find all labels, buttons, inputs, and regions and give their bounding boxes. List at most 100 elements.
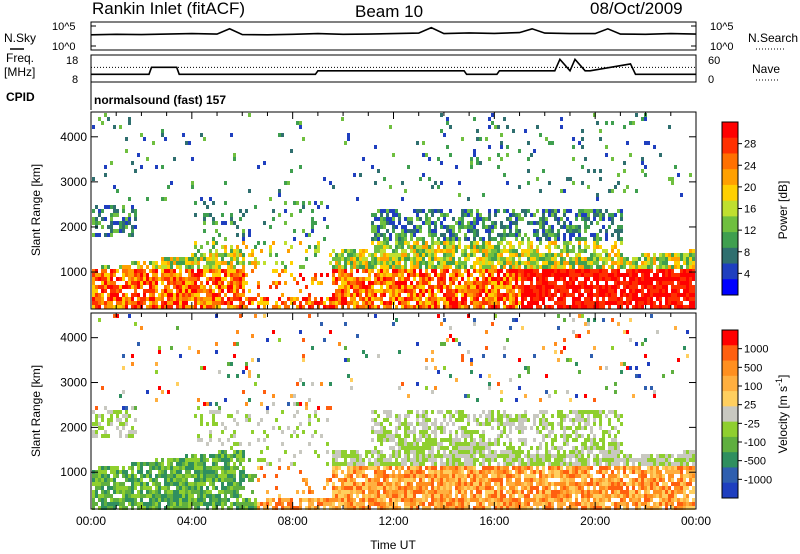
- heatmap-cell: [656, 305, 659, 309]
- heatmap-cell: [515, 221, 518, 225]
- heatmap-cell: [116, 189, 119, 193]
- heatmap-cell: [437, 410, 440, 414]
- heatmap-cell: [110, 269, 113, 273]
- heatmap-cell: [473, 430, 476, 434]
- heatmap-cell: [218, 273, 221, 277]
- heatmap-cell: [533, 213, 536, 217]
- heatmap-cell: [383, 221, 386, 225]
- heatmap-cell: [224, 269, 227, 273]
- heatmap-cell: [428, 221, 431, 225]
- heatmap-cell: [491, 113, 494, 117]
- heatmap-cell: [230, 277, 233, 281]
- heatmap-cell: [575, 273, 578, 277]
- heatmap-cell: [449, 462, 452, 466]
- heatmap-cell: [467, 273, 470, 277]
- heatmap-cell: [122, 354, 125, 358]
- heatmap-cell: [539, 305, 542, 309]
- heatmap-cell: [398, 221, 401, 225]
- heatmap-cell: [122, 269, 125, 273]
- heatmap-cell: [104, 233, 107, 237]
- heatmap-cell: [434, 422, 437, 426]
- heatmap-cell: [155, 265, 158, 269]
- heatmap-cell: [596, 241, 599, 245]
- heatmap-cell: [416, 293, 419, 297]
- heatmap-cell: [314, 249, 317, 253]
- heatmap-cell: [623, 277, 626, 281]
- heatmap-cell: [206, 506, 209, 510]
- heatmap-cell: [254, 498, 257, 502]
- heatmap-cell: [278, 213, 281, 217]
- heatmap-cell: [347, 470, 350, 474]
- heatmap-cell: [221, 257, 224, 261]
- heatmap-cell: [377, 494, 380, 498]
- heatmap-cell: [248, 261, 251, 265]
- heatmap-cell: [641, 269, 644, 273]
- heatmap-cell: [191, 185, 194, 189]
- heatmap-cell: [476, 277, 479, 281]
- heatmap-cell: [386, 221, 389, 225]
- heatmap-cell: [644, 285, 647, 289]
- heatmap-cell: [416, 249, 419, 253]
- heatmap-cell: [410, 285, 413, 289]
- heatmap-cell: [428, 470, 431, 474]
- heatmap-cell: [230, 482, 233, 486]
- heatmap-cell: [95, 434, 98, 438]
- heatmap-cell: [143, 482, 146, 486]
- heatmap-cell: [305, 257, 308, 261]
- heatmap-cell: [143, 297, 146, 301]
- heatmap-cell: [449, 494, 452, 498]
- heatmap-cell: [578, 265, 581, 269]
- heatmap-cell: [161, 289, 164, 293]
- heatmap-cell: [662, 293, 665, 297]
- heatmap-cell: [368, 285, 371, 289]
- heatmap-cell: [551, 281, 554, 285]
- heatmap-cell: [314, 297, 317, 301]
- heatmap-cell: [422, 281, 425, 285]
- heatmap-cell: [455, 245, 458, 249]
- heatmap-cell: [542, 273, 545, 277]
- heatmap-cell: [395, 462, 398, 466]
- heatmap-cell: [380, 486, 383, 490]
- heatmap-cell: [134, 474, 137, 478]
- heatmap-cell: [167, 281, 170, 285]
- heatmap-cell: [128, 121, 131, 125]
- heatmap-cell: [317, 506, 320, 510]
- heatmap-cell: [296, 402, 299, 406]
- heatmap-cell: [605, 257, 608, 261]
- heatmap-cell: [683, 297, 686, 301]
- heatmap-cell: [488, 225, 491, 229]
- heatmap-cell: [614, 229, 617, 233]
- heatmap-cell: [533, 269, 536, 273]
- heatmap-cell: [131, 486, 134, 490]
- heatmap-cell: [218, 285, 221, 289]
- heatmap-cell: [611, 261, 614, 265]
- heatmap-cell: [353, 462, 356, 466]
- heatmap-cell: [272, 426, 275, 430]
- heatmap-cell: [473, 322, 476, 326]
- heatmap-cell: [422, 474, 425, 478]
- heatmap-cell: [623, 161, 626, 165]
- heatmap-cell: [92, 177, 95, 181]
- heatmap-cell: [431, 442, 434, 446]
- heatmap-cell: [365, 297, 368, 301]
- heatmap-cell: [461, 450, 464, 454]
- heatmap-cell: [434, 366, 437, 370]
- heatmap-cell: [449, 281, 452, 285]
- heatmap-cell: [371, 281, 374, 285]
- heatmap-cell: [92, 502, 95, 506]
- heatmap-cell: [392, 225, 395, 229]
- heatmap-cell: [599, 301, 602, 305]
- heatmap-cell: [443, 257, 446, 261]
- heatmap-cell: [650, 269, 653, 273]
- heatmap-cell: [452, 245, 455, 249]
- heatmap-cell: [119, 289, 122, 293]
- heatmap-cell: [218, 301, 221, 305]
- heatmap-cell: [419, 470, 422, 474]
- heatmap-cell: [521, 273, 524, 277]
- frequency-line: [91, 57, 696, 76]
- heatmap-cell: [431, 438, 434, 442]
- heatmap-cell: [386, 482, 389, 486]
- heatmap-cell: [536, 125, 539, 129]
- heatmap-cell: [464, 474, 467, 478]
- heatmap-cell: [209, 269, 212, 273]
